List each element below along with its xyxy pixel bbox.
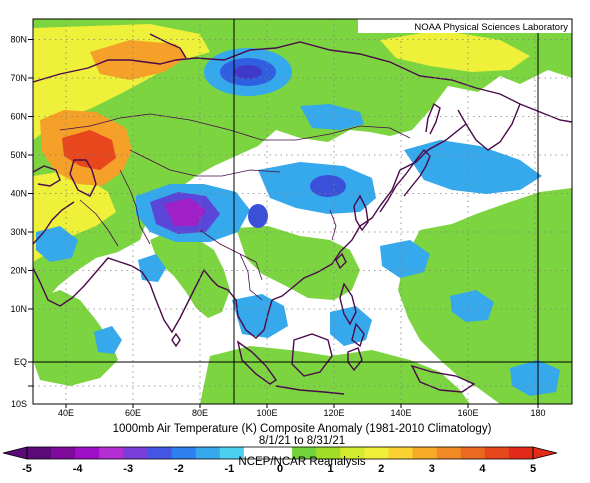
lon-labels: 40E 60E 80E 100E 120E 140E 160E 180: [58, 408, 546, 418]
colorbar-swatch: [123, 447, 149, 459]
lat-tick-label: 40N: [10, 189, 27, 199]
cold-anomaly-contours: [36, 48, 560, 396]
colorbar-label: -2: [174, 463, 184, 475]
country-borders: [59, 113, 411, 301]
lat-tick-label: 70N: [10, 73, 27, 83]
colorbar-swatch: [171, 447, 197, 459]
lat-tick-label: 30N: [10, 227, 27, 237]
colorbar-swatch: [267, 447, 293, 459]
coast-korea: [353, 194, 369, 232]
colorbar-labels: -5 -4 -3 -2 -1 0 1 2 3 4 5: [22, 463, 536, 475]
caption-title: 1000mb Air Temperature (K) Composite Ano…: [113, 423, 492, 435]
coast-arabia: [33, 257, 133, 307]
caption-source: NCEP/NCAR Reanalysis: [238, 456, 365, 468]
coast-taiwan: [335, 252, 347, 270]
lat-tick-label: 20N: [10, 266, 27, 276]
coastlines: [33, 33, 572, 395]
lat-labels: 80N 70N 60N 50N 40N 30N 20N 10N EQ 10S: [10, 35, 27, 410]
coast-indochina: [217, 285, 273, 339]
colorbar-swatch: [99, 447, 124, 459]
graticule: [33, 19, 572, 404]
colorbar-label: 2: [378, 463, 384, 475]
colorbar-swatch: [51, 447, 76, 459]
colorbar-swatch: [412, 447, 438, 459]
colorbar-swatch: [484, 447, 510, 459]
colorbar-label: -5: [22, 463, 32, 475]
lat-axis: [28, 39, 33, 387]
colorbar-swatch: [340, 447, 365, 459]
colorbar-swatch: [147, 447, 173, 459]
colorbar-outline: [26, 446, 534, 460]
colorbar-label: 4: [479, 463, 486, 475]
colorbar-swatch: [316, 447, 341, 459]
colorbar-swatch: [195, 447, 221, 459]
cold-japan-sea: [404, 140, 542, 194]
lat-tick-label: EQ: [14, 357, 27, 367]
caption-dates: 8/1/21 to 8/31/21: [259, 435, 345, 447]
colorbar-swatch: [364, 447, 390, 459]
colorbar: [2, 446, 558, 460]
lat-tick-label: 50N: [10, 150, 27, 160]
coast-caspian: [69, 159, 97, 197]
lon-tick-label: 120E: [323, 408, 344, 418]
coast-sakhalin: [425, 102, 441, 135]
coast-india: [131, 265, 219, 334]
map-frame: [32, 18, 573, 405]
colorbar-label: 5: [530, 463, 536, 475]
coast-black-sea: [33, 165, 61, 187]
lon-axis: [65, 404, 539, 408]
lon-tick-label: 40E: [58, 408, 74, 418]
reference-lines: [33, 19, 572, 404]
colorbar-swatch: [243, 447, 269, 459]
colorbar-swatch: [436, 447, 462, 459]
colorbar-swatch: [388, 447, 414, 459]
colorbar-swatch: [508, 447, 534, 459]
colorbar-label: 0: [277, 463, 283, 475]
coast-sulawesi: [347, 347, 363, 372]
colorbar-right-arrow: [532, 446, 558, 460]
map-panel: NOAA Physical Sciences Laboratory: [33, 19, 572, 404]
colorbar-label: -3: [123, 463, 133, 475]
coast-borneo: [291, 333, 333, 377]
lon-tick-label: 80E: [192, 408, 208, 418]
lon-tick-label: 60E: [125, 408, 141, 418]
coast-sri-lanka: [171, 332, 181, 348]
colorbar-swatch: [292, 447, 317, 459]
lon-tick-label: 160E: [457, 408, 478, 418]
colorbar-left-arrow: [2, 446, 28, 460]
coast-japan: [379, 148, 431, 213]
colorbar-swatch: [219, 447, 245, 459]
colorbar-label: -1: [225, 463, 235, 475]
colorbar-label: 3: [429, 463, 435, 475]
coast-philippines: [339, 282, 365, 348]
colorbar-label: -4: [73, 463, 84, 475]
colorbar-swatch: [27, 447, 52, 459]
coast-okhotsk: [399, 123, 467, 171]
coast-novaya-zemlya: [149, 33, 187, 59]
lat-tick-label: 10S: [11, 399, 27, 409]
colorbar-swatch: [460, 447, 486, 459]
credit-box: [358, 19, 572, 33]
lon-tick-label: 140E: [390, 408, 411, 418]
warm-band-north: [33, 19, 572, 312]
lat-tick-label: 60N: [10, 112, 27, 122]
warm-india: [150, 228, 230, 318]
lon-tick-label: 180: [530, 408, 545, 418]
lat-tick-label: 10N: [10, 304, 27, 314]
lat-tick-label: 80N: [10, 35, 27, 45]
warm-equator-east: [200, 346, 470, 404]
colorbar-label: 1: [328, 463, 334, 475]
lon-tick-label: 100E: [256, 408, 277, 418]
colorbar-swatch: [75, 447, 100, 459]
credit-text: NOAA Physical Sciences Laboratory: [414, 22, 568, 33]
coast-arctic-asia: [33, 41, 572, 123]
coast-east-asia: [271, 169, 401, 301]
